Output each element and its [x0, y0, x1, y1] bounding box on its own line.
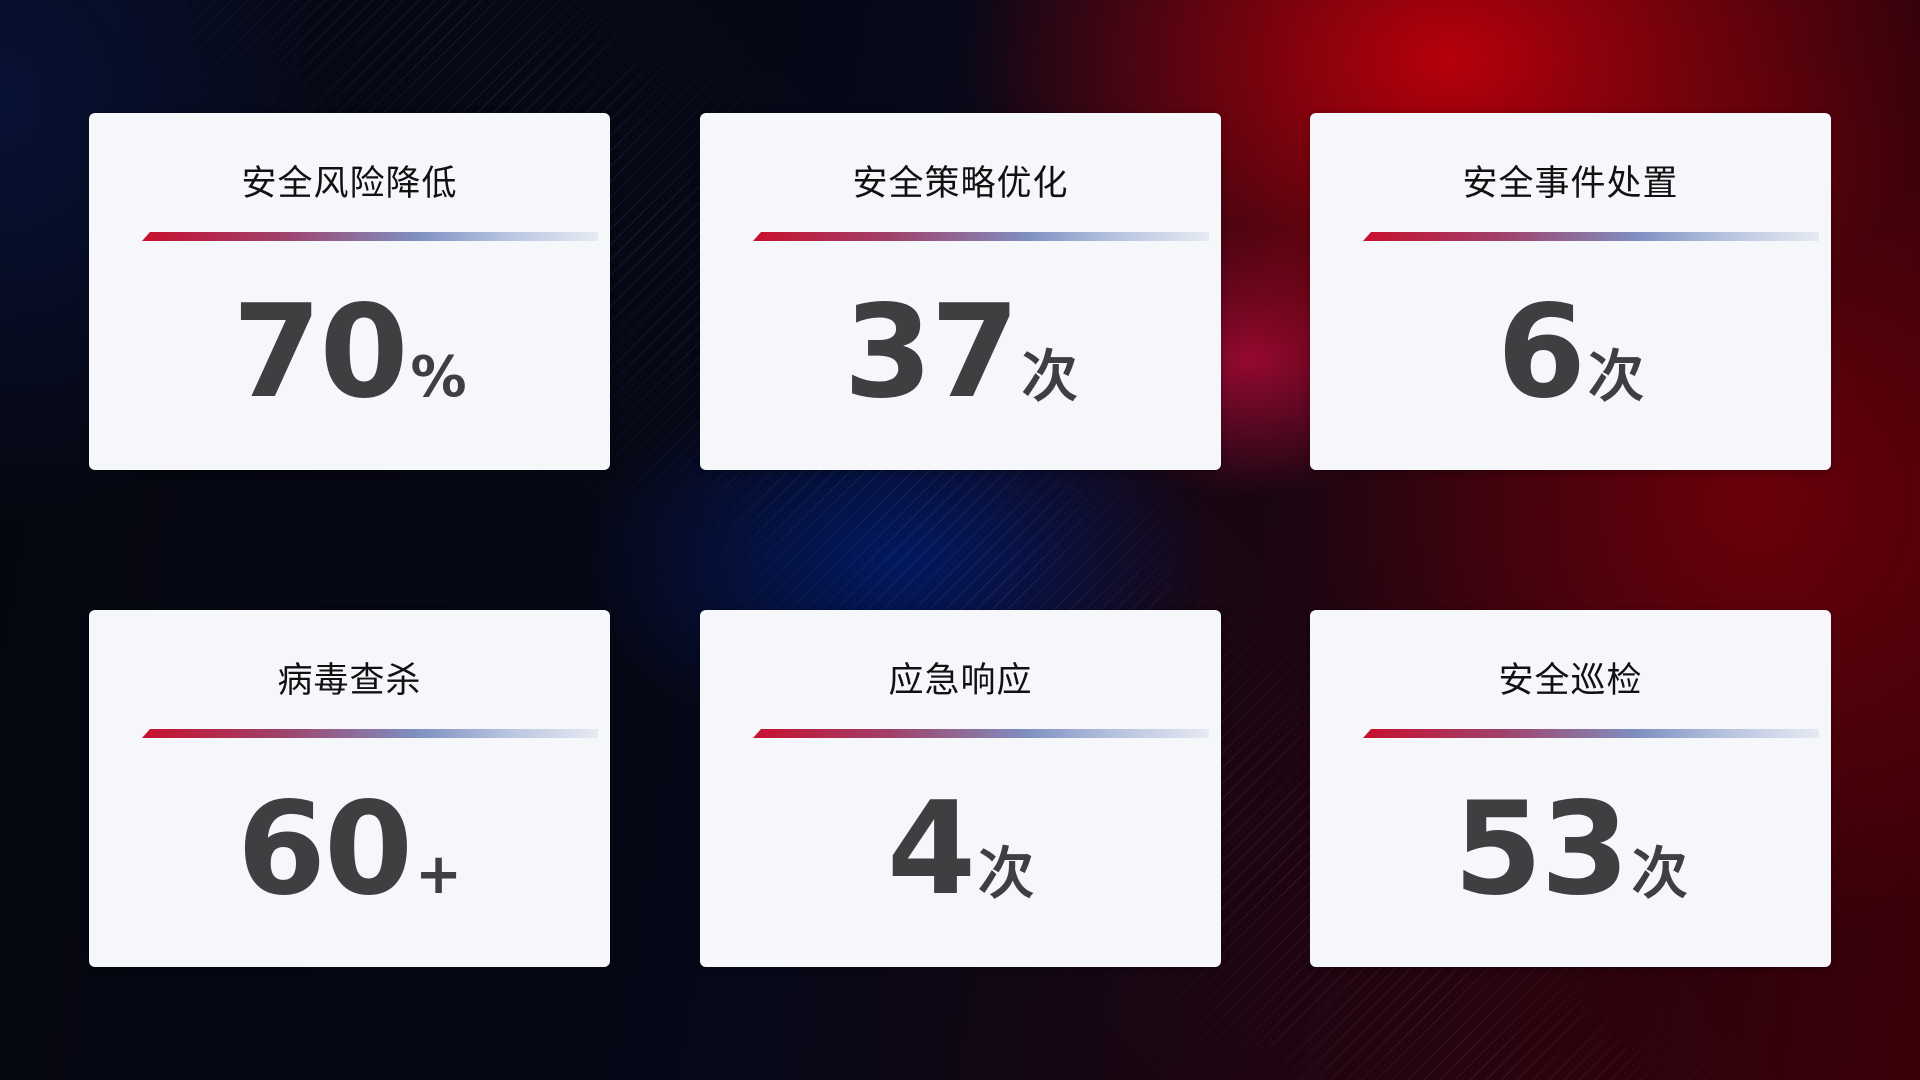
gradient-divider — [142, 729, 598, 738]
stat-card-security-patrol: 安全巡检 53次 — [1310, 610, 1831, 967]
value-unit: 次 — [978, 842, 1035, 907]
card-title: 应急响应 — [888, 661, 1033, 701]
card-value: 70% — [89, 278, 610, 427]
card-value: 60+ — [89, 775, 610, 924]
stat-card-risk-reduction: 安全风险降低 70% — [89, 113, 610, 470]
gradient-divider — [753, 232, 1209, 241]
value-unit: % — [410, 345, 467, 410]
card-value: 53次 — [1310, 775, 1831, 924]
gradient-divider — [753, 729, 1209, 738]
card-value: 37次 — [700, 278, 1221, 427]
value-number: 4 — [886, 775, 976, 924]
value-unit: 次 — [1631, 842, 1688, 907]
gradient-divider — [142, 232, 598, 241]
card-title: 安全巡检 — [1498, 661, 1643, 701]
card-value: 6次 — [1310, 278, 1831, 427]
card-title: 安全风险降低 — [241, 164, 458, 204]
value-number: 37 — [843, 278, 1019, 427]
stat-card-virus-removal: 病毒查杀 60+ — [89, 610, 610, 967]
card-title: 病毒查杀 — [277, 661, 422, 701]
value-unit: 次 — [1021, 345, 1078, 410]
gradient-divider — [1363, 232, 1819, 241]
value-unit: + — [415, 842, 463, 907]
value-number: 6 — [1496, 278, 1586, 427]
stat-card-emergency-response: 应急响应 4次 — [700, 610, 1221, 967]
value-number: 53 — [1453, 775, 1629, 924]
stat-card-policy-optimization: 安全策略优化 37次 — [700, 113, 1221, 470]
card-title: 安全事件处置 — [1462, 164, 1679, 204]
value-number: 70 — [232, 278, 408, 427]
gradient-divider — [1363, 729, 1819, 738]
value-unit: 次 — [1588, 345, 1645, 410]
card-value: 4次 — [700, 775, 1221, 924]
stat-card-incident-handling: 安全事件处置 6次 — [1310, 113, 1831, 470]
card-title: 安全策略优化 — [852, 164, 1069, 204]
value-number: 60 — [236, 775, 413, 924]
